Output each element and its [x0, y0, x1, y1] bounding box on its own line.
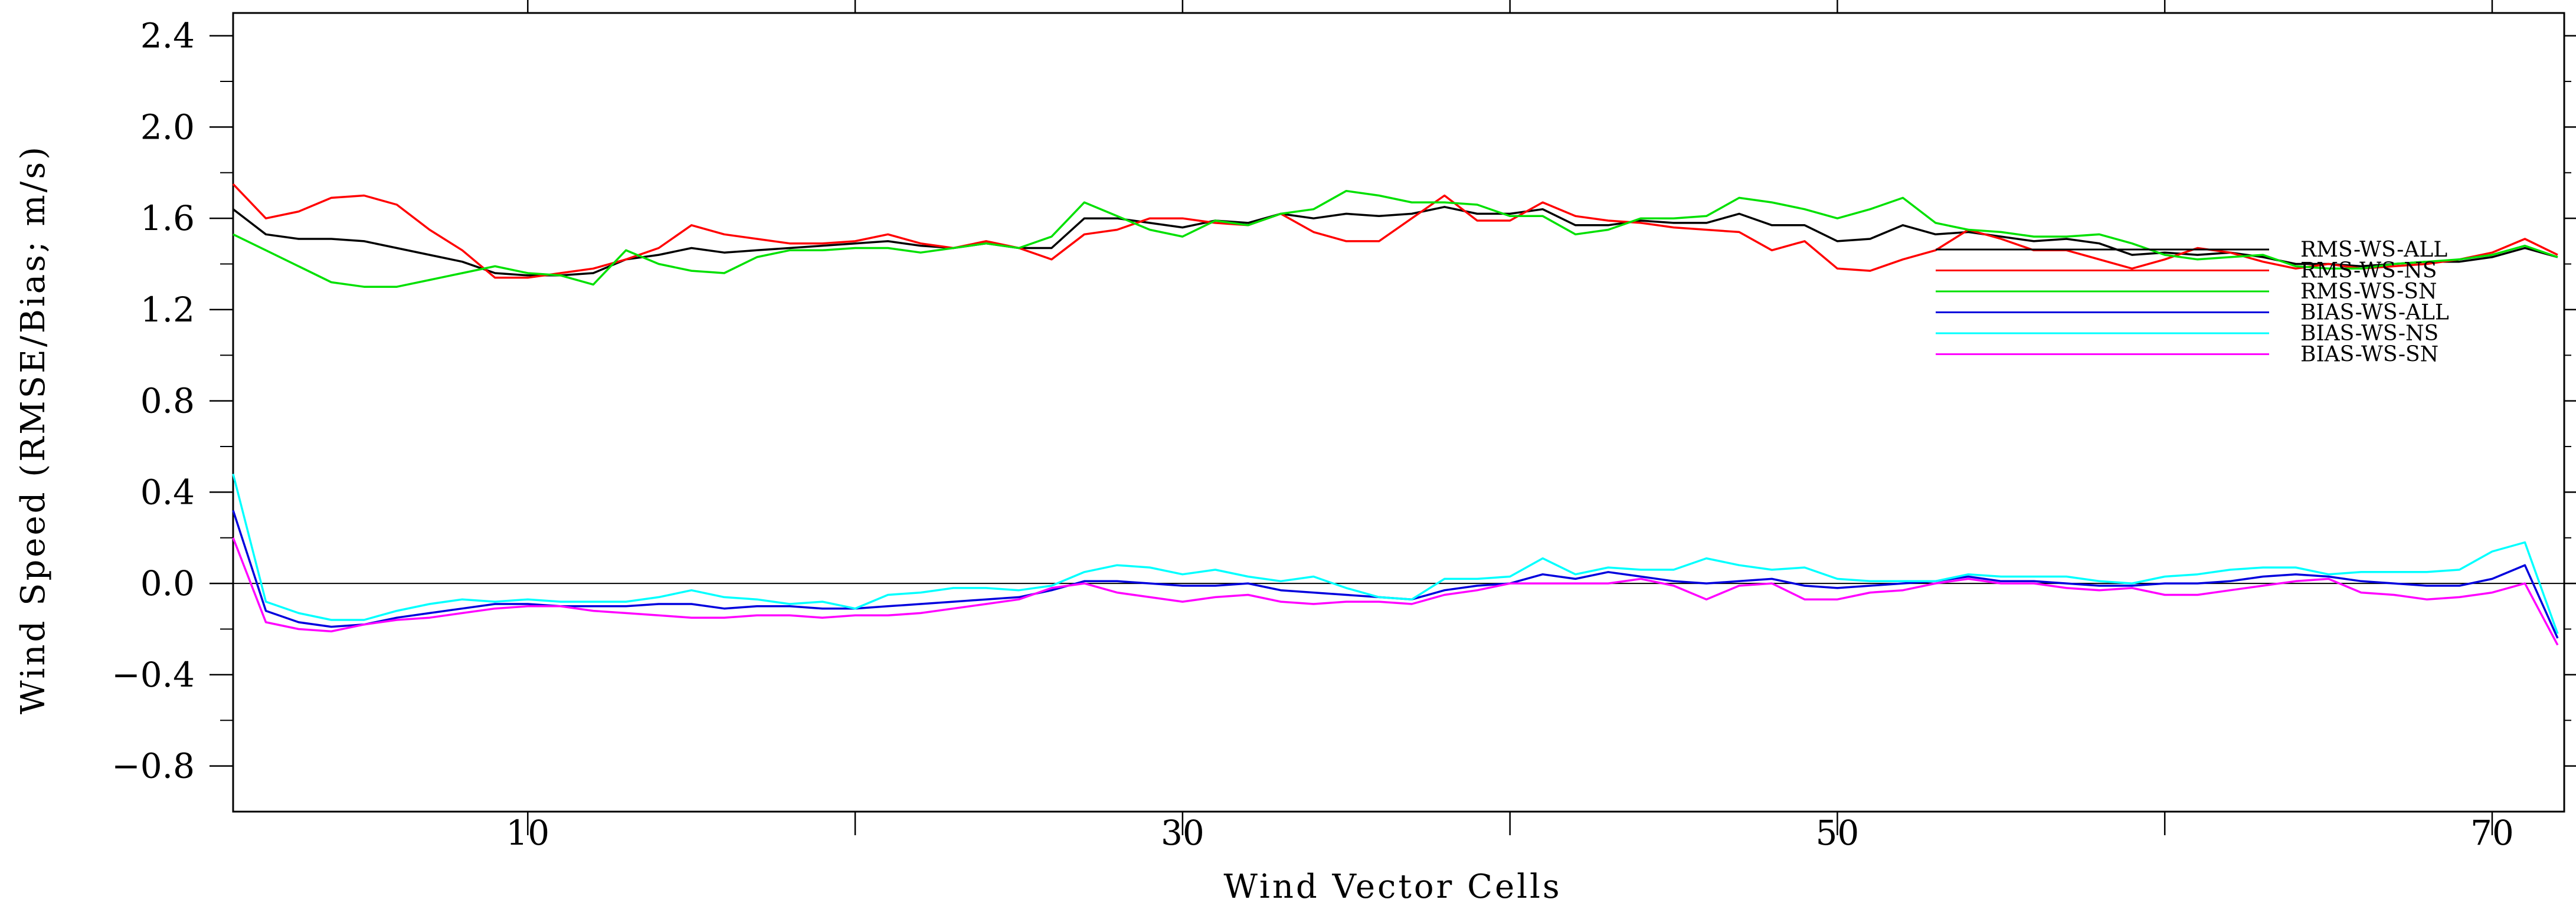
- y-tick-label: −0.8: [112, 746, 195, 786]
- x-axis: 10 30 50 70: [506, 0, 2514, 853]
- x-tick-label: 70: [2470, 813, 2514, 853]
- y-tick-label: 1.6: [140, 198, 195, 238]
- y-axis-title: Wind Speed (RMSE/Bias; m/s): [14, 145, 53, 714]
- legend-label: RMS-WS-ALL: [2300, 238, 2447, 262]
- series-line-bias-ws-ns: [232, 474, 2559, 634]
- legend-label: BIAS-WS-SN: [2300, 343, 2438, 367]
- series-line-rms-ws-ns: [232, 183, 2558, 279]
- legend-label: RMS-WS-SN: [2300, 280, 2437, 304]
- x-tick-label: 30: [1161, 813, 1204, 853]
- series-line-rms-ws-sn: [233, 189, 2558, 288]
- y-tick-label: 0.0: [140, 563, 195, 603]
- series-line-bias-ws-sn: [232, 537, 2559, 646]
- legend-label: BIAS-WS-ALL: [2300, 301, 2449, 325]
- y-tick-label: 2.4: [140, 16, 195, 56]
- series-line-bias-ws-all: [232, 510, 2559, 639]
- y-axis: 2.4 2.0 1.6 1.2 0.8 0.4 0.0 −0.4 −0.8: [112, 16, 2576, 786]
- x-tick-label: 50: [1815, 813, 1859, 853]
- x-tick-label: 10: [506, 813, 549, 853]
- legend-label: BIAS-WS-NS: [2300, 321, 2438, 346]
- series-lines: [232, 183, 2559, 646]
- x-axis-title: Wind Vector Cells: [1223, 868, 1562, 906]
- y-tick-label: 0.8: [140, 381, 195, 421]
- legend: RMS-WS-ALLRMS-WS-NSRMS-WS-SNBIAS-WS-ALLB…: [1936, 238, 2449, 367]
- y-tick-label: 1.2: [140, 290, 195, 330]
- series-line-rms-ws-all: [232, 206, 2558, 277]
- y-tick-label: 2.0: [140, 107, 195, 147]
- y-tick-label: −0.4: [112, 655, 195, 695]
- legend-label: RMS-WS-NS: [2300, 259, 2437, 283]
- plot-frame: [232, 12, 2565, 813]
- y-tick-label: 0.4: [140, 472, 195, 512]
